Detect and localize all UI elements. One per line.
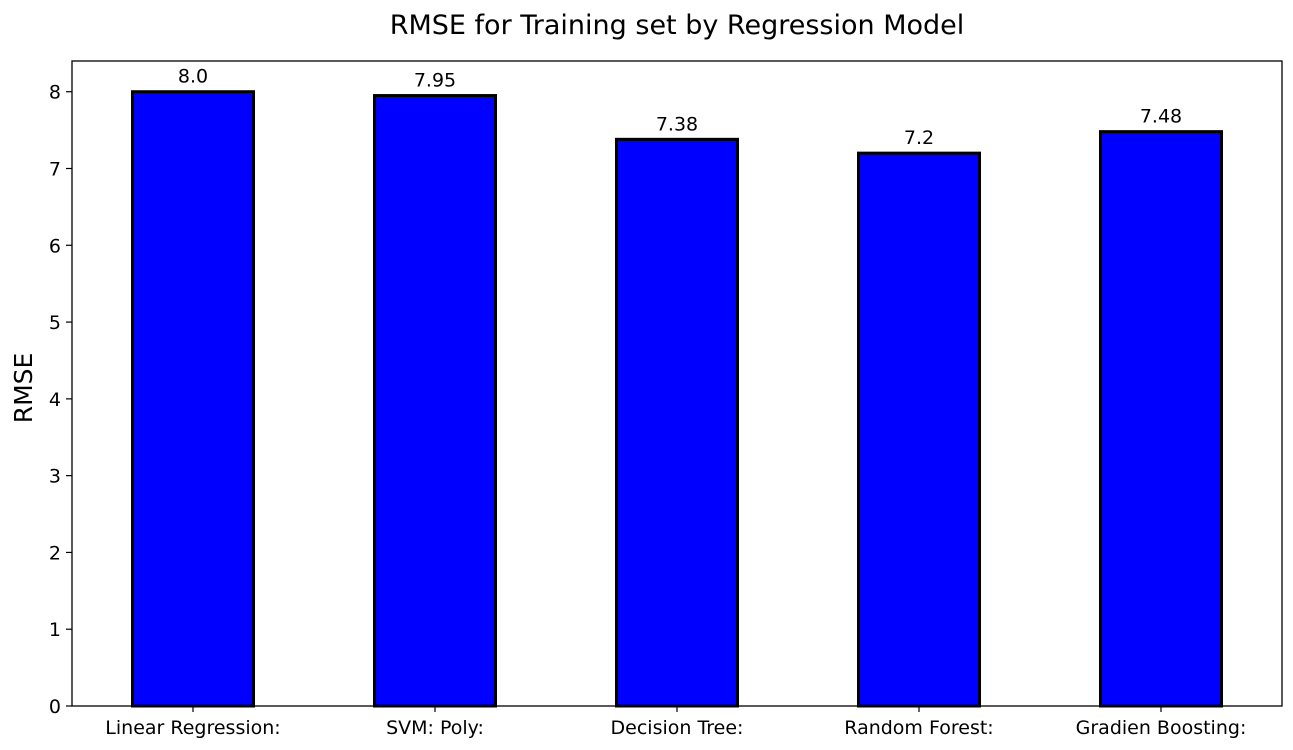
y-tick-label: 1: [49, 619, 61, 641]
data-label: 7.2: [904, 127, 934, 149]
data-label: 7.95: [414, 70, 456, 92]
bar-4: [857, 151, 981, 708]
x-axis-ticks: Linear Regression: SVM: Poly: Decision Tre…: [105, 706, 1246, 739]
plot-area-frame: [71, 60, 1283, 707]
y-tick-label: 3: [49, 466, 61, 488]
y-tick-label: 7: [49, 159, 61, 181]
x-tick-label: Decision Tree:: [611, 717, 744, 739]
bars-group: [131, 90, 1223, 708]
bar-1: [131, 90, 255, 708]
y-tick-label: 6: [49, 235, 61, 257]
data-label: 7.38: [656, 113, 698, 135]
y-tick-label: 2: [49, 542, 61, 564]
y-tick-label: 8: [49, 82, 61, 104]
y-tick-label: 4: [49, 389, 61, 411]
data-label: 7.48: [1140, 106, 1182, 128]
x-tick-label: Linear Regression:: [105, 717, 280, 739]
y-tick-label: 5: [49, 312, 61, 334]
y-axis-label: RMSE: [9, 353, 38, 424]
x-tick-label: SVM: Poly:: [386, 717, 484, 739]
data-label: 8.0: [178, 66, 208, 88]
bar-2: [373, 94, 497, 708]
chart-title: RMSE for Training set by Regression Mode…: [390, 10, 965, 41]
bar-5: [1099, 130, 1223, 708]
y-axis-ticks: 0 1 2 3 4 5 6 7 8: [49, 82, 72, 718]
x-tick-label: Gradien Boosting:: [1076, 717, 1247, 739]
data-labels: 8.0 7.95 7.38 7.2 7.48: [178, 66, 1182, 149]
bar-3: [615, 137, 739, 708]
x-tick-label: Random Forest:: [844, 717, 993, 739]
y-tick-label: 0: [49, 696, 61, 718]
